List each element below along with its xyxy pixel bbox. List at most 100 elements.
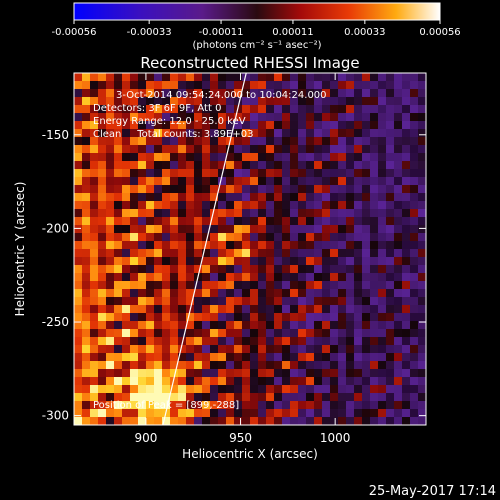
heatmap-cell bbox=[210, 113, 219, 122]
heatmap-cell bbox=[162, 217, 171, 226]
heatmap-cell bbox=[218, 225, 227, 234]
heatmap-cell bbox=[146, 401, 155, 410]
heatmap-cell bbox=[402, 409, 411, 418]
heatmap-cell bbox=[218, 369, 227, 378]
heatmap-cell bbox=[274, 417, 283, 425]
heatmap-cell bbox=[162, 377, 171, 386]
heatmap-cell bbox=[290, 193, 299, 202]
heatmap-cell bbox=[402, 161, 411, 170]
heatmap-cell bbox=[114, 73, 123, 82]
heatmap-cell bbox=[170, 145, 179, 154]
heatmap-cell bbox=[282, 345, 291, 354]
heatmap-cell bbox=[394, 169, 403, 178]
heatmap-cell bbox=[242, 281, 251, 290]
heatmap-cell bbox=[154, 129, 163, 138]
heatmap-cell bbox=[258, 409, 267, 418]
heatmap-cell bbox=[274, 89, 283, 98]
heatmap-cell bbox=[338, 177, 347, 186]
heatmap-cell bbox=[394, 289, 403, 298]
heatmap-cell bbox=[338, 313, 347, 322]
heatmap-cell bbox=[386, 105, 395, 114]
heatmap-cell bbox=[138, 129, 147, 138]
heatmap-cell bbox=[210, 137, 219, 146]
heatmap-cell bbox=[362, 145, 371, 154]
heatmap-cell bbox=[130, 409, 139, 418]
heatmap-cell bbox=[370, 217, 379, 226]
heatmap-cell bbox=[306, 265, 315, 274]
heatmap-cell bbox=[170, 209, 179, 218]
heatmap-cell bbox=[402, 393, 411, 402]
heatmap-cell bbox=[258, 233, 267, 242]
heatmap-cell bbox=[114, 233, 123, 242]
heatmap-cell bbox=[258, 129, 267, 138]
heatmap-cell bbox=[234, 257, 243, 266]
heatmap-cell bbox=[282, 417, 291, 425]
heatmap-cell bbox=[250, 393, 259, 402]
heatmap-cell bbox=[314, 369, 323, 378]
heatmap-cell bbox=[114, 281, 123, 290]
heatmap-cell bbox=[130, 201, 139, 210]
heatmap-cell bbox=[394, 369, 403, 378]
heatmap-cell bbox=[298, 121, 307, 130]
heatmap-cell bbox=[418, 161, 426, 170]
heatmap-cell bbox=[218, 377, 227, 386]
heatmap-cell bbox=[98, 145, 107, 154]
heatmap-cell bbox=[114, 297, 123, 306]
heatmap-cell bbox=[306, 417, 315, 425]
heatmap-cell bbox=[234, 321, 243, 330]
heatmap-cell bbox=[178, 401, 187, 410]
heatmap-cell bbox=[250, 257, 259, 266]
heatmap-cell bbox=[418, 81, 426, 90]
heatmap-cell bbox=[370, 145, 379, 154]
heatmap-cell bbox=[394, 393, 403, 402]
heatmap-cell bbox=[306, 369, 315, 378]
heatmap-cell bbox=[186, 153, 195, 162]
heatmap-cell bbox=[274, 129, 283, 138]
heatmap-cell bbox=[314, 361, 323, 370]
heatmap-cell bbox=[322, 73, 331, 82]
heatmap-cell bbox=[90, 241, 99, 250]
heatmap-cell bbox=[82, 209, 91, 218]
heatmap-cell bbox=[314, 217, 323, 226]
heatmap-cell bbox=[122, 105, 131, 114]
heatmap-cell bbox=[82, 361, 91, 370]
heatmap-cell bbox=[386, 361, 395, 370]
heatmap-cell bbox=[90, 305, 99, 314]
heatmap-cell bbox=[138, 281, 147, 290]
heatmap-cell bbox=[138, 393, 147, 402]
heatmap-cell bbox=[402, 281, 411, 290]
heatmap-cell bbox=[178, 393, 187, 402]
heatmap-cell bbox=[402, 129, 411, 138]
heatmap-cell bbox=[298, 321, 307, 330]
heatmap-cell bbox=[274, 145, 283, 154]
heatmap-cell bbox=[330, 401, 339, 410]
heatmap-cell bbox=[210, 225, 219, 234]
heatmap-cell bbox=[194, 369, 203, 378]
heatmap-cell bbox=[170, 361, 179, 370]
heatmap-cell bbox=[210, 105, 219, 114]
heatmap-cell bbox=[394, 121, 403, 130]
heatmap-cell bbox=[90, 321, 99, 330]
heatmap-cell bbox=[250, 129, 259, 138]
heatmap-cell bbox=[130, 289, 139, 298]
heatmap-cell bbox=[74, 329, 83, 338]
heatmap-cell bbox=[194, 129, 203, 138]
heatmap-cell bbox=[410, 137, 419, 146]
heatmap-cell bbox=[322, 337, 331, 346]
heatmap-cell bbox=[210, 409, 219, 418]
heatmap-cell bbox=[178, 225, 187, 234]
heatmap-cell bbox=[146, 225, 155, 234]
heatmap-cell bbox=[170, 401, 179, 410]
heatmap-cell bbox=[330, 329, 339, 338]
heatmap-cell bbox=[354, 73, 363, 82]
heatmap-cell bbox=[362, 193, 371, 202]
heatmap-cell bbox=[114, 289, 123, 298]
heatmap-cell bbox=[106, 193, 115, 202]
heatmap-cell bbox=[170, 369, 179, 378]
heatmap-cell bbox=[74, 145, 83, 154]
heatmap-cell bbox=[218, 121, 227, 130]
heatmap-cell bbox=[138, 289, 147, 298]
heatmap-cell bbox=[138, 385, 147, 394]
heatmap-cell bbox=[154, 73, 163, 82]
heatmap-cell bbox=[378, 249, 387, 258]
